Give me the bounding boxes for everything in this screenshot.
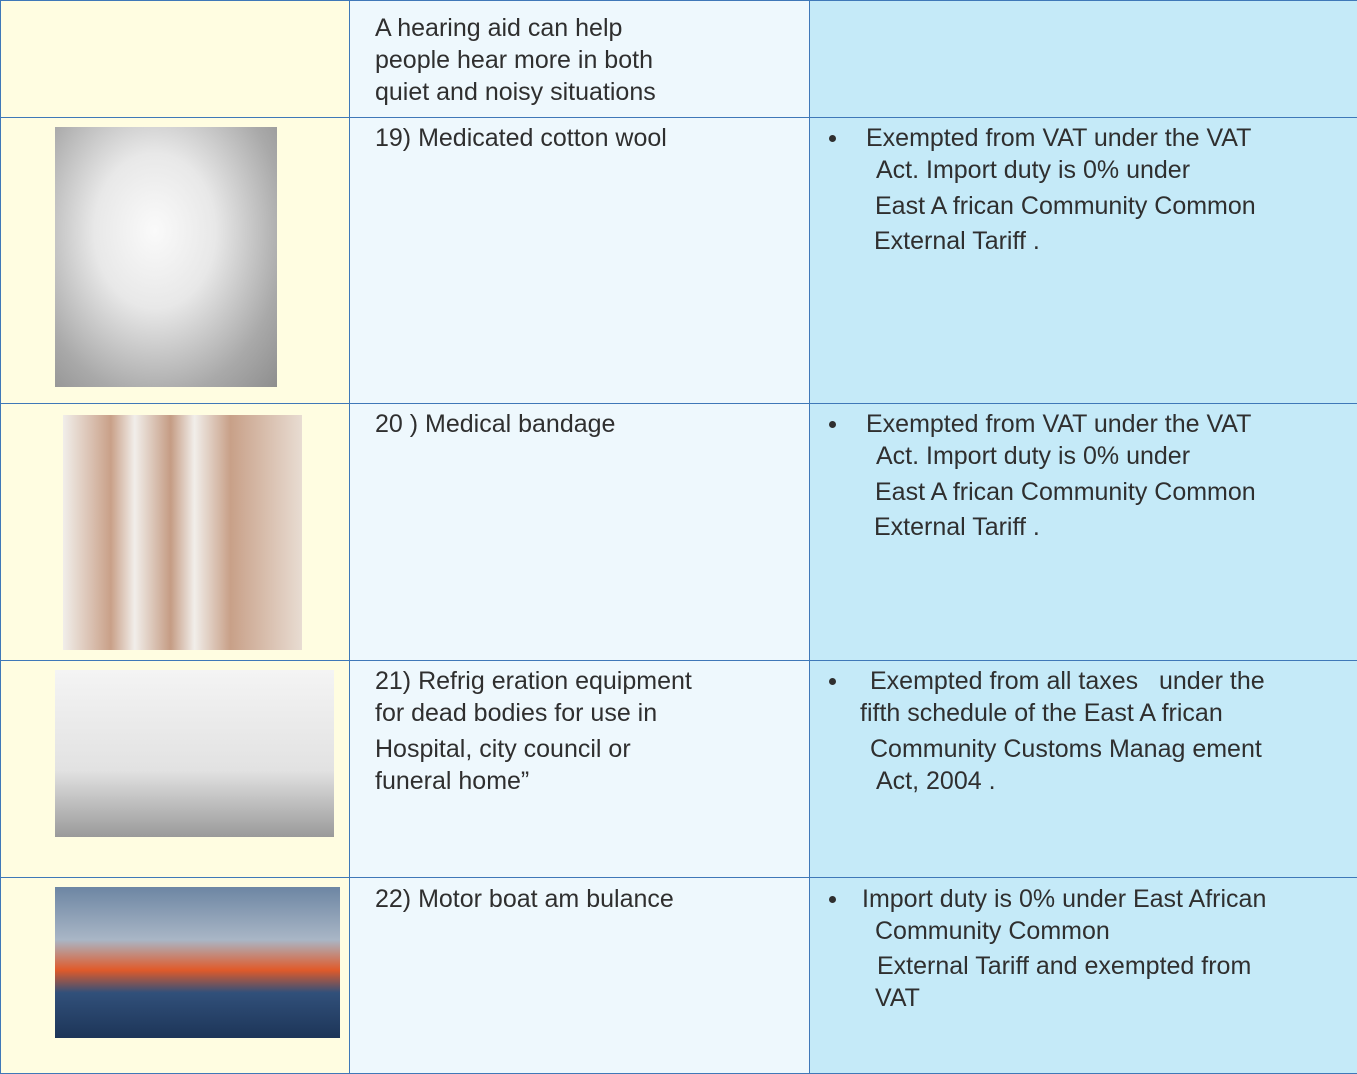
notes-text: Act. Import duty is 0% under bbox=[876, 156, 1191, 184]
item-text: Hospital, city council or bbox=[375, 735, 631, 763]
notes-text: fifth schedule of the East A frican bbox=[860, 699, 1223, 727]
item-text: 19) Medicated cotton wool bbox=[375, 124, 667, 152]
item-text: quiet and noisy situations bbox=[375, 78, 656, 106]
bullet bbox=[829, 135, 836, 142]
item-text: for dead bodies for use in bbox=[375, 699, 658, 727]
table-cell bbox=[809, 660, 1357, 879]
table-cell bbox=[349, 117, 811, 405]
item-text: 22) Motor boat am bulance bbox=[375, 885, 674, 913]
notes-text: Act. Import duty is 0% under bbox=[876, 442, 1191, 470]
notes-text: Exempted from VAT under the VAT bbox=[866, 410, 1252, 438]
table-cell bbox=[0, 0, 351, 119]
table-cell bbox=[349, 877, 811, 1074]
notes-text: East A frican Community Common bbox=[875, 478, 1256, 506]
item-text: funeral home” bbox=[375, 767, 530, 795]
cotton-wool-photo bbox=[55, 127, 277, 387]
boat-photo bbox=[55, 887, 340, 1038]
table-cell bbox=[809, 403, 1357, 662]
notes-text: Exempted from all taxes under the bbox=[870, 667, 1265, 695]
notes-text: Community Common bbox=[875, 917, 1110, 945]
table-cell bbox=[809, 0, 1357, 119]
notes-text: Import duty is 0% under East African bbox=[862, 885, 1267, 913]
item-text: people hear more in both bbox=[375, 46, 653, 74]
item-text: 21) Refrig eration equipment bbox=[375, 667, 692, 695]
refrigeration-photo bbox=[55, 670, 334, 837]
notes-text: VAT bbox=[875, 984, 920, 1012]
item-text: A hearing aid can help bbox=[375, 14, 623, 42]
notes-text: External Tariff and exempted from bbox=[877, 952, 1252, 980]
notes-text: Community Customs Manag ement bbox=[870, 735, 1262, 763]
notes-text: External Tariff . bbox=[874, 227, 1040, 255]
table-cell bbox=[809, 117, 1357, 405]
notes-text: External Tariff . bbox=[874, 513, 1040, 541]
bandage-photo bbox=[63, 415, 302, 650]
table-cell bbox=[809, 877, 1357, 1074]
notes-text: Exempted from VAT under the VAT bbox=[866, 124, 1252, 152]
table-cell bbox=[349, 0, 811, 119]
table-cell bbox=[349, 403, 811, 662]
notes-text: East A frican Community Common bbox=[875, 192, 1256, 220]
notes-text: Act, 2004 . bbox=[876, 767, 996, 795]
bullet bbox=[829, 421, 836, 428]
item-text: 20 ) Medical bandage bbox=[375, 410, 616, 438]
bullet bbox=[829, 678, 836, 685]
bullet bbox=[829, 896, 836, 903]
